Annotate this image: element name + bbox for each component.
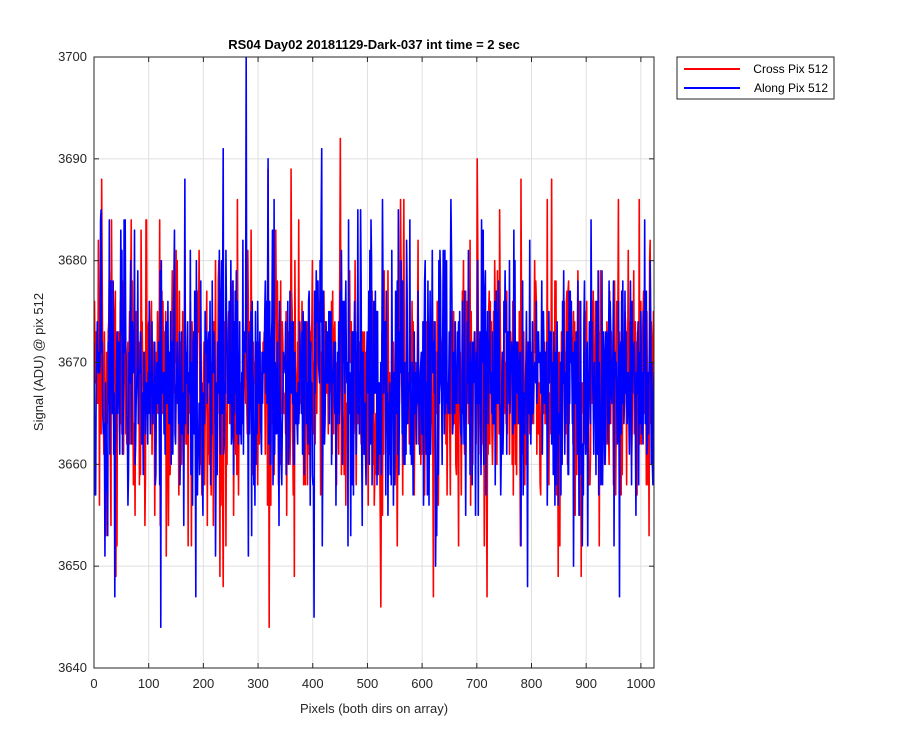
legend-box xyxy=(676,56,835,100)
y-tick-label: 3680 xyxy=(58,253,87,268)
x-tick-label: 100 xyxy=(138,676,160,691)
x-tick-label: 400 xyxy=(302,676,324,691)
y-axis-label: Signal (ADU) @ pix 512 xyxy=(31,293,46,431)
y-tick-label: 3690 xyxy=(58,151,87,166)
x-tick-label: 1000 xyxy=(626,676,655,691)
x-tick-label: 600 xyxy=(411,676,433,691)
y-tick-label: 3640 xyxy=(58,660,87,675)
y-tick-label: 3700 xyxy=(58,49,87,64)
y-tick-label: 3650 xyxy=(58,558,87,573)
y-tick-label: 3660 xyxy=(58,456,87,471)
x-tick-label: 500 xyxy=(357,676,379,691)
y-tick-label: 3670 xyxy=(58,355,87,370)
x-tick-label: 700 xyxy=(466,676,488,691)
x-tick-label: 900 xyxy=(575,676,597,691)
legend-label-cross: Cross Pix 512 xyxy=(753,62,828,76)
chart-title: RS04 Day02 20181129-Dark-037 int time = … xyxy=(228,37,520,52)
axis-ticks: 0 100 200 300 400 500 600 700 800 900 1000 3640 3650… xyxy=(58,49,655,691)
x-tick-label: 800 xyxy=(521,676,543,691)
legend: Cross Pix 512 Along Pix 512 xyxy=(676,56,835,100)
series-layer xyxy=(94,57,654,629)
series-line-along-pix-512 xyxy=(94,57,654,629)
x-tick-label: 0 xyxy=(90,676,97,691)
x-axis-label: Pixels (both dirs on array) xyxy=(300,701,448,716)
x-tick-label: 200 xyxy=(193,676,215,691)
x-tick-label: 300 xyxy=(247,676,269,691)
legend-label-along: Along Pix 512 xyxy=(754,81,828,95)
